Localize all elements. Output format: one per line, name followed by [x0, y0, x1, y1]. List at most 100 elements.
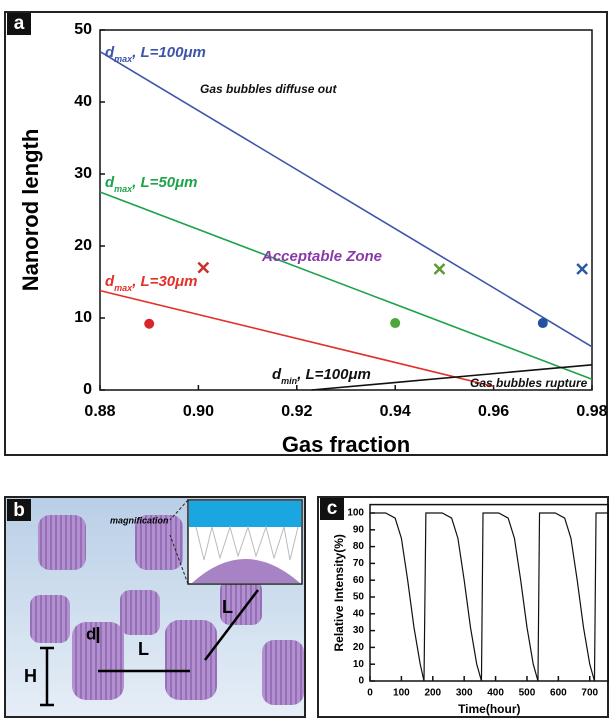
y-tick-label: 100 [347, 508, 364, 519]
cluster [135, 515, 183, 570]
x-tick-label: 500 [519, 688, 536, 699]
label-symbol: d [272, 366, 282, 383]
panel-b: b magnification d H L L [4, 496, 306, 718]
label-symbol: d [105, 44, 115, 61]
gas-region [189, 501, 301, 527]
label-symbol: d [105, 273, 115, 290]
annotation: Acceptable Zone [261, 248, 382, 265]
cluster [262, 640, 304, 705]
series-line [99, 191, 593, 380]
line-label: dmax, L=30μm [105, 273, 198, 293]
annotation: Gas bubbles diffuse out [200, 82, 337, 96]
data-point [433, 263, 446, 275]
label-rest: , L=100μm [131, 44, 206, 61]
y-axis-label: Nanorod length [18, 129, 43, 292]
y-tick-label: 50 [353, 592, 365, 603]
series-line [311, 364, 593, 391]
y-tick-label: 40 [353, 608, 365, 619]
y-tick-label: 40 [74, 93, 92, 110]
y-tick-label: 50 [74, 21, 92, 38]
dim-label: d [86, 624, 96, 643]
cluster [72, 622, 124, 700]
x-axis-label: Time(hour) [458, 702, 520, 716]
chart-panel: a 0 10 20 30 40 50 0.88 0.90 0.92 0.94 0.96 0.98 Gas … [4, 11, 608, 457]
y-tick-label: 60 [353, 575, 365, 586]
cluster [220, 580, 262, 625]
dim-label: H [24, 666, 37, 686]
y-tick-label: 80 [353, 541, 365, 552]
cluster [30, 595, 70, 643]
line-label: dmax, L=100μm [105, 44, 206, 64]
series-line [99, 289, 494, 388]
y-tick-label: 10 [74, 309, 92, 326]
chart-panel: c 0 10 20 30 40 50 60 70 80 90 100 0 100 200 300 400 500 6… [317, 496, 609, 718]
y-axis-label: Relative Intensity(%) [332, 534, 346, 651]
y-tick-label: 20 [353, 642, 365, 653]
label-rest: , L=100μm [296, 366, 371, 383]
plot-frame [99, 29, 593, 391]
cluster [38, 515, 86, 570]
dim-label: L [222, 597, 233, 617]
x-tick-label: 600 [550, 688, 567, 699]
label-subscript: max [114, 184, 133, 194]
inset-label: magnification [110, 515, 169, 525]
data-point [197, 261, 210, 274]
x-tick-label: 200 [424, 688, 441, 699]
y-tick-label: 30 [353, 625, 365, 636]
line-label: dmax, L=50μm [105, 174, 198, 194]
panel-label-box [7, 499, 31, 521]
cluster [120, 590, 160, 635]
annotation: Gas bubbles rupture [470, 376, 588, 390]
data-point [537, 318, 548, 329]
cluster [165, 620, 217, 700]
x-tick-label: 0.96 [478, 403, 509, 420]
l-line [204, 589, 259, 661]
x-tick-label: 700 [581, 688, 598, 699]
panel-label-box [320, 498, 344, 520]
x-tick-label: 300 [456, 688, 473, 699]
data-point [390, 318, 401, 329]
x-tick-label: 0 [367, 688, 373, 699]
x-axis-label: Gas fraction [282, 432, 410, 457]
cluster-surface [192, 559, 300, 583]
y-tick-label: 90 [353, 524, 365, 535]
x-tick-label: 100 [393, 688, 410, 699]
y-tick-label: 20 [74, 237, 92, 254]
panel-label: c [327, 498, 338, 519]
y-tick-label: 0 [358, 676, 364, 687]
zoom-line [169, 499, 189, 521]
panel-label: a [14, 13, 25, 34]
x-tick-label: 0.88 [84, 403, 115, 420]
y-tick-label: 30 [74, 165, 92, 182]
x-tick-label: 0.94 [380, 403, 411, 420]
x-tick-label: 0.98 [576, 403, 607, 420]
nanorod-clusters [30, 515, 304, 705]
label-subscript: max [114, 54, 133, 64]
spikes [195, 525, 299, 561]
line-label: dmin, L=100μm [272, 366, 371, 386]
y-tick-label: 70 [353, 558, 365, 569]
y-tick-label: 10 [353, 659, 365, 670]
label-subscript: min [281, 376, 298, 386]
series-line [99, 50, 593, 348]
label-subscript: max [114, 283, 133, 293]
label-rest: , L=50μm [131, 174, 197, 191]
data-point [144, 318, 155, 329]
panel-frame [4, 11, 608, 456]
series-line [370, 512, 609, 682]
data-point [576, 263, 589, 275]
zoom-line [169, 534, 189, 585]
x-tick-label: 0.90 [183, 403, 214, 420]
dimension-lines [40, 589, 259, 707]
dim-label: L [138, 639, 149, 659]
panel-label: b [13, 500, 25, 521]
plot-frame [369, 503, 609, 682]
label-rest: , L=30μm [131, 273, 197, 290]
x-tick-label: 400 [487, 688, 504, 699]
panel-label-box [7, 13, 31, 35]
label-symbol: d [105, 174, 115, 191]
x-tick-label: 0.92 [281, 403, 312, 420]
y-tick-label: 0 [83, 381, 92, 398]
magnification-inset [169, 499, 303, 585]
